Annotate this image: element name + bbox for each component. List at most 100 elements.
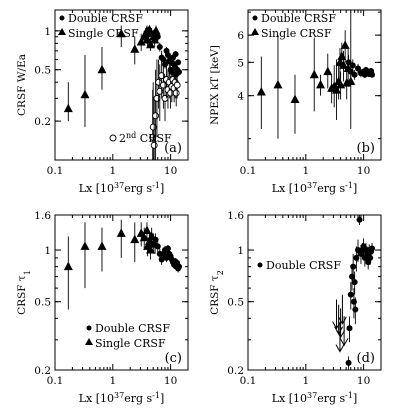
upper-limit-arrow	[335, 344, 345, 353]
double-crsf-point	[367, 254, 374, 261]
legend-double-label: Double CRSF	[266, 259, 341, 272]
legend-second-marker	[109, 134, 117, 142]
panel-b: 0.1 1 10 4 5 6 Lx [1037erg s-1] NPEX kT [keV] (b…	[209, 9, 382, 196]
double-crsf-point	[345, 359, 352, 366]
double-crsf-point	[351, 279, 358, 286]
single-crsf-point	[316, 79, 326, 89]
upper-limit-arrow	[336, 330, 346, 339]
series-circle	[345, 55, 376, 80]
plot-frame	[247, 9, 382, 161]
single-crsf-point	[150, 34, 160, 44]
x-axis-label: Lx [1037erg s-1]	[79, 181, 165, 196]
single-crsf-point	[80, 89, 90, 99]
legend-single-label: Single CRSF	[95, 337, 166, 350]
legend-double-label: Double CRSF	[95, 322, 170, 335]
y-axis-label: CRSF τ1	[16, 270, 32, 315]
panel-a: 0.1 1 10 0.2 0.5 1 Lx [1037erg s-1] CRSF W/Ea (a…	[16, 9, 189, 196]
y-tick-label: 4	[237, 91, 244, 103]
legend-double-label: Double CRSF	[68, 12, 143, 25]
x-tick-label: 0.1	[240, 375, 257, 387]
y-tick-label: 0.5	[34, 65, 51, 77]
double-crsf-point	[347, 291, 354, 298]
panel-d: 0.1 1 10 0.2 0.5 1 1.6 Lx [1037erg s-1] CRSF τ2 (…	[209, 210, 382, 406]
legend: Double CRSF	[257, 259, 341, 272]
y-tick-label: 0.5	[227, 297, 244, 309]
x-tick-label: 1	[302, 375, 309, 387]
single-crsf-point	[346, 76, 356, 85]
single-crsf-point	[139, 232, 149, 242]
panel-label: (c)	[165, 351, 182, 366]
single-crsf-point	[146, 39, 156, 49]
single-crsf-point	[63, 103, 73, 113]
x-axis-label: Lx [1037erg s-1]	[272, 391, 358, 406]
x-tick-label: 0.1	[47, 375, 64, 387]
x-tick-label: 10	[164, 165, 177, 177]
y-axis-label: CRSF W/Ea	[16, 54, 28, 116]
single-crsf-point	[97, 64, 107, 74]
y-tick-label: 6	[237, 30, 244, 42]
legend-single-marker	[85, 338, 93, 345]
x-axis-label: Lx [1037erg s-1]	[272, 181, 358, 196]
plot-frame	[54, 214, 189, 371]
y-tick-label: 5	[237, 57, 244, 69]
legend-single-label: Single CRSF	[261, 27, 332, 40]
legend-double-marker	[59, 15, 65, 21]
double-crsf-point	[345, 59, 352, 66]
upper-limit-arrow	[332, 321, 341, 330]
x-tick-label: 1	[109, 375, 116, 387]
double-crsf-point	[176, 263, 183, 270]
single-crsf-point	[80, 241, 90, 250]
single-crsf-point	[336, 79, 346, 89]
double-crsf-point	[175, 59, 182, 66]
double-crsf-point	[354, 65, 361, 72]
y-axis-label: NPEX kT [keV]	[209, 45, 221, 125]
second-crsf-point	[172, 89, 180, 97]
double-crsf-point	[164, 245, 171, 252]
y-tick-label: 0.2	[34, 365, 51, 377]
single-crsf-point	[130, 44, 140, 53]
y-tick-label: 1	[44, 26, 51, 38]
panel-label: (d)	[357, 351, 375, 366]
double-crsf-point	[356, 216, 363, 223]
y-tick-label: 0.5	[34, 297, 51, 309]
double-crsf-point	[164, 52, 171, 59]
y-tick-label: 0.2	[34, 116, 51, 128]
single-crsf-point	[309, 69, 319, 79]
second-crsf-point	[149, 123, 157, 131]
legend-single-marker	[251, 28, 259, 35]
double-crsf-point	[352, 306, 359, 313]
x-tick-label: 0.1	[47, 165, 64, 177]
plot-frame	[54, 9, 189, 161]
second-crsf-point	[173, 81, 181, 89]
single-crsf-point	[130, 234, 140, 244]
legend-single-marker	[58, 28, 66, 35]
double-crsf-point	[349, 62, 356, 69]
single-crsf-point	[339, 60, 349, 69]
double-crsf-point	[350, 263, 357, 270]
y-tick-label: 1.6	[227, 210, 244, 222]
single-crsf-point	[150, 239, 160, 248]
x-tick-label: 10	[164, 375, 177, 387]
single-crsf-point	[97, 241, 107, 250]
single-crsf-point	[337, 51, 347, 61]
single-crsf-point	[63, 261, 73, 271]
single-crsf-point	[151, 25, 161, 35]
double-crsf-point	[350, 298, 357, 305]
x-tick-label: 10	[357, 165, 370, 177]
legend: Double CRSF Single CRSF	[85, 322, 170, 350]
single-crsf-point	[116, 228, 126, 237]
legend-double-marker	[257, 262, 263, 268]
y-tick-label: 0.2	[227, 365, 244, 377]
legend: Double CRSF Single CRSF 2nd CRSF	[58, 12, 172, 145]
x-tick-label: 1	[302, 165, 309, 177]
single-crsf-point	[146, 245, 156, 254]
double-crsf-point	[353, 254, 360, 261]
legend-single-label: Single CRSF	[68, 27, 139, 40]
x-tick-label: 0.1	[240, 165, 257, 177]
panel-c: 0.1 1 10 0.2 0.5 1 1.6 Lx [1037erg s-1] CRSF τ1 (…	[16, 210, 189, 405]
legend-double-marker	[86, 325, 92, 331]
single-crsf-point	[340, 40, 350, 49]
y-tick-label: 1.6	[34, 210, 51, 222]
y-axis-label: CRSF τ2	[209, 270, 225, 315]
